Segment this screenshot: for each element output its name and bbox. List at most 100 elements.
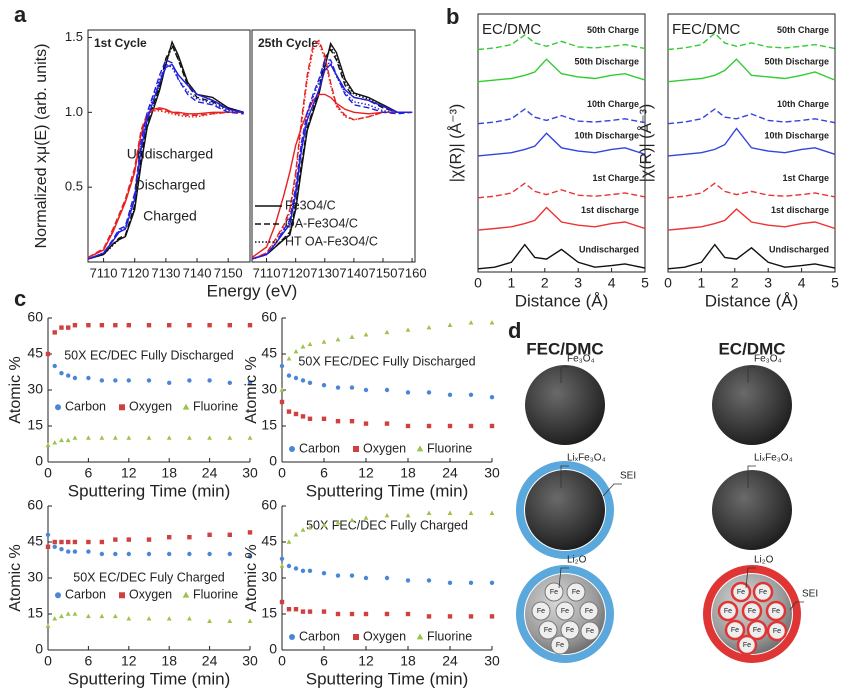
fe-label: Fe [561,608,569,615]
data-point [59,540,63,544]
curve-label: 10th Charge [777,99,829,109]
particle [712,365,792,445]
y-tick-label: 0.5 [65,179,83,194]
x-tick-label: 0 [278,653,286,669]
data-point [294,566,298,570]
data-point [167,552,171,556]
y-tick-label: 60 [261,309,277,325]
data-point [99,614,104,618]
data-point [385,513,390,517]
data-point [287,539,292,543]
data-point [308,381,312,385]
legend-marker [55,592,61,598]
y-axis-label: Atomic % [243,544,260,612]
data-point [301,569,305,573]
data-point [113,614,118,618]
x-tick-label: 12 [358,465,374,481]
y-tick-label: 30 [27,569,43,585]
data-point [86,614,91,618]
data-point [490,614,494,618]
data-point [147,552,151,556]
plot-frame [668,14,835,272]
data-point [448,393,452,397]
x-tick-label: 7120 [281,265,310,280]
legend-label: Carbon [299,629,340,643]
legend-label: Fe3O4/C [285,198,336,212]
data-point [167,435,172,439]
particle [525,365,605,445]
legend-marker [289,446,295,452]
data-point [66,549,70,553]
data-point [46,545,50,549]
x-axis-label: Sputtering Time (min) [68,669,231,688]
data-point [448,581,452,585]
plot-title: 50X EC/DEC Fully Discharged [64,348,234,362]
x-tick-label: 5 [831,275,839,291]
x-tick-label: 7140 [183,265,212,280]
data-point [322,571,326,575]
fe-label: Fe [537,608,545,615]
data-point [490,395,494,399]
figure: 711071207130714071500.51.01.51st CycleEn… [0,0,854,688]
data-point [73,323,77,327]
x-tick-label: 0 [664,275,672,291]
data-point [322,609,326,613]
y-tick-label: 60 [27,497,43,513]
fe-label: Fe [550,589,558,596]
fe-label: Fe [772,608,780,615]
x-tick-label: 0 [474,275,482,291]
data-point [427,614,431,618]
data-point [187,552,191,556]
data-point [427,390,431,394]
particle [525,470,605,550]
x-tick-label: 7130 [151,265,180,280]
x-tick-label: 5 [641,275,649,291]
x-tick-label: 18 [161,653,177,669]
x-tick-label: 18 [161,465,177,481]
data-point [86,376,90,380]
data-point [448,424,452,428]
data-line [252,94,412,257]
x-tick-label: 0 [278,465,286,481]
x-tick-label: 30 [242,653,258,669]
data-point [308,342,313,346]
x-tick-label: 7140 [339,265,368,280]
data-point [100,378,104,382]
data-point [207,323,211,327]
data-point [167,323,171,327]
legend-label: Carbon [299,441,340,455]
data-point [248,435,253,439]
data-point [427,424,431,428]
data-point [66,438,71,442]
data-point [248,619,253,623]
data-point [406,612,410,616]
data-point [469,424,473,428]
legend-label: Oxygen [129,588,172,602]
data-point [294,412,298,416]
y-tick-label: 0 [269,453,277,469]
data-point [46,443,51,447]
data-point [73,435,78,439]
x-tick-label: 1 [698,275,706,291]
data-point [364,332,369,336]
x-tick-label: 7160 [398,265,427,280]
data-point [406,578,410,582]
data-point [336,385,340,389]
data-point [187,535,191,539]
y-tick-label: 30 [261,569,277,585]
data-point [364,612,368,616]
plot-title: 50X FEC/DEC Fully Charged [306,518,468,532]
data-point [364,576,368,580]
data-point [301,414,305,418]
data-point [406,327,411,331]
y-axis-label: Normalized xμ(E) (arb. units) [33,44,50,249]
data-point [469,614,473,618]
plot-title: 50X FEC/DEC Fully Discharged [298,354,475,368]
data-point [280,563,285,567]
x-tick-label: 24 [442,465,458,481]
data-point [301,378,305,382]
x-tick-label: 7150 [369,265,398,280]
data-point [490,511,495,515]
data-point [350,335,355,339]
data-point [301,527,306,531]
